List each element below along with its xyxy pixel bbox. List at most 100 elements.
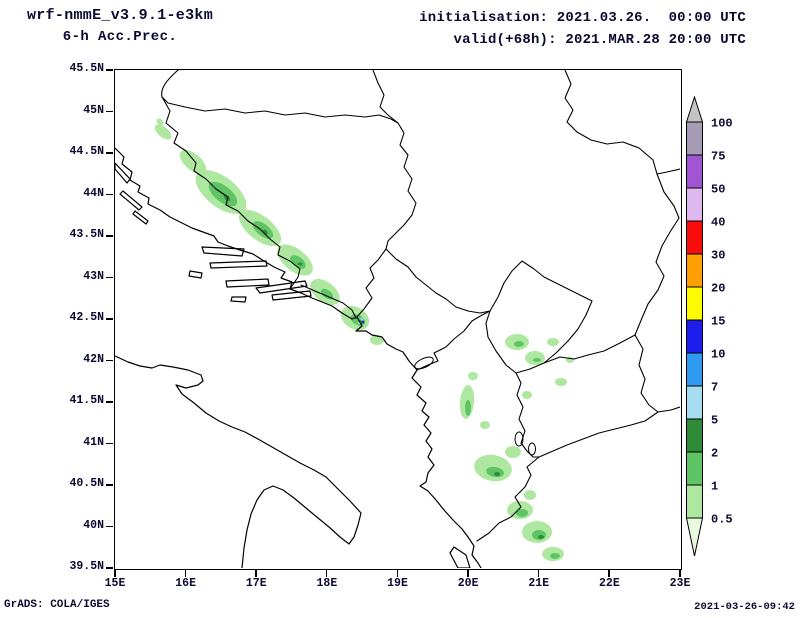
border-bosnia-croatia-south [300,284,357,319]
lon-tick-mark [184,570,187,577]
lat-tick-mark [106,193,113,196]
lat-tick-label: 40.5N [69,477,104,490]
lat-tick-mark [106,235,113,237]
colorbar-label: 10 [711,348,725,362]
italy-coastline [115,355,362,568]
lat-tick-mark [106,442,113,445]
colorbar-label: 75 [711,150,725,164]
colorbar-segment [686,121,703,156]
lat-tick-label: 41.5N [69,394,104,407]
lake-prespa [528,442,536,456]
colorbar-segment [686,319,703,354]
lat-tick-label: 39.5N [69,560,104,573]
lon-tick-mark [679,570,681,577]
colorbar-segment [686,187,703,222]
lat-tick-mark [106,318,113,320]
border-kosovo [485,260,593,374]
colorbar-label: 1 [711,480,718,494]
border-greece-bulgaria [657,406,680,413]
colorbar-label: 30 [711,249,725,263]
colorbar-label: 50 [711,183,725,197]
lon-tick-mark [467,570,469,577]
colorbar-label: 20 [711,282,725,296]
border-macedonia-albania [515,372,540,458]
colorbar-label: 2 [711,447,718,461]
lon-tick-mark [255,570,257,577]
colorbar-label: 100 [711,117,733,131]
lat-tick-mark [106,525,113,528]
lon-tick-label: 17E [245,577,267,590]
lat-tick-label: 45.5N [69,62,104,75]
borders-layer [161,70,680,542]
colorbar-label: 5 [711,414,718,428]
product-title: 6-h Acc.Prec. [62,29,178,45]
lat-tick-mark [106,110,113,113]
lon-tick-label: 15E [104,577,126,590]
colorbar-segment [686,253,703,288]
grads-credit: GrADS: COLA/IGES [4,599,110,611]
lon-tick-mark [608,570,610,577]
lon-tick-label: 18E [316,577,338,590]
lat-tick-label: 40N [83,518,104,532]
lat-tick-label: 41N [83,435,104,449]
islands-coastlines [115,162,471,568]
border-croatia-bosnia-north [161,70,399,124]
colorbar-label: 15 [711,315,725,329]
lat-tick-mark [106,401,113,403]
lat-tick-label: 45N [83,103,104,117]
lat-tick-mark [106,567,113,569]
lat-tick-mark [106,276,113,279]
colorbar-segment [686,220,703,255]
lat-tick-label: 43.5N [69,228,104,241]
colorbar-label: 40 [711,216,725,230]
colorbar-segment [686,286,703,321]
border-macedonia-greece [538,411,659,458]
adriatic-east-coastline [115,147,482,568]
colorbar-segment [686,418,703,453]
lon-tick-label: 20E [457,577,479,590]
border-croatia-serbia [372,70,399,124]
precipitation-layer [154,118,574,561]
border-montenegro-serbia [385,248,491,314]
creation-timestamp: 2021-03-26-09:42 [694,601,795,613]
header-right: initialisation: 2021.03.26. 00:00 UTC va… [419,7,746,51]
lon-tick-mark [537,570,540,577]
border-serbia-bulgaria [634,173,680,336]
lat-tick-mark [106,69,113,71]
lake-ohrid [514,431,524,447]
map-frame [114,69,682,570]
border-montenegro-bosnia [355,248,387,319]
header-left: wrf-nmmE_v3.9.1-e3km 6-h Acc.Prec. [8,7,232,45]
lon-tick-mark [325,570,328,577]
lat-tick-label: 43N [83,269,104,283]
lon-tick-label: 22E [599,577,620,590]
lat-tick-mark [106,484,113,486]
lat-tick-label: 44.5N [69,145,104,158]
colorbar-segment [686,484,703,519]
border-serbia-macedonia [543,334,636,364]
lat-tick-label: 44N [83,186,104,200]
lat-tick-mark [106,359,113,362]
lon-tick-label: 16E [175,577,196,590]
valid-time-label: valid(+68h): 2021.MAR.28 20:00 UTC [453,32,746,48]
colorbar-arrow-bottom [686,517,704,557]
border-serbia-romania-danube [564,70,680,175]
colorbar-arrow-top [686,96,704,123]
colorbar-segment [686,154,703,189]
lon-tick-label: 19E [387,577,408,590]
map-canvas [115,70,680,568]
border-albania-greece [476,456,540,542]
colorbar-segment [686,385,703,420]
lat-tick-label: 42.5N [69,311,104,324]
border-macedonia-bulgaria [634,334,659,413]
precip-heaviest-speck [361,320,365,324]
colorbar-label: 7 [711,381,718,395]
model-title: wrf-nmmE_v3.9.1-e3km [26,7,214,24]
lon-tick-mark [114,570,116,577]
lon-tick-label: 23E [669,577,691,590]
lake-skadar [414,356,434,370]
border-bosnia-serbia-drina [385,122,417,250]
border-montenegro-albania [416,310,491,371]
